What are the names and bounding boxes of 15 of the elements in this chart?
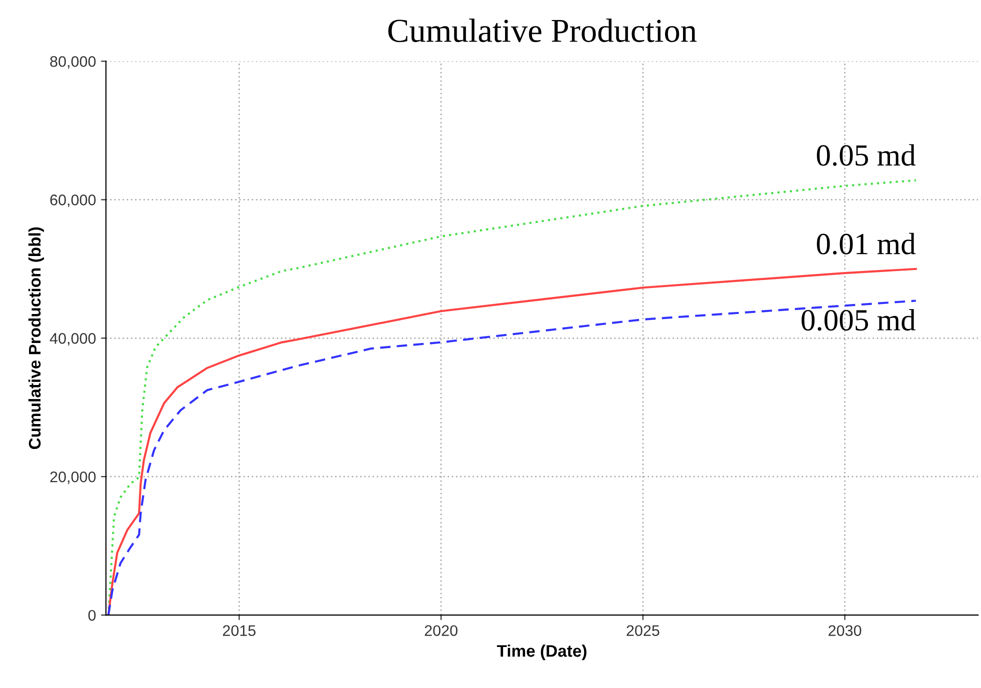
x-tick-label: 2015	[222, 625, 256, 636]
x-axis-title: Time (Date)	[496, 644, 586, 660]
x-tick-label: 2030	[828, 625, 862, 636]
y-tick-label: 0	[88, 610, 96, 621]
series-label: 0.05 md	[816, 144, 916, 166]
series-label: 0.005 md	[802, 309, 916, 331]
y-tick-label: 80,000	[50, 56, 96, 69]
series-label: 0.01 md	[816, 232, 916, 255]
chart-title: Cumulative Production	[388, 18, 697, 42]
y-tick-label: 40,000	[50, 333, 96, 346]
x-tick-label: 2025	[626, 625, 660, 636]
y-tick-label: 20,000	[50, 471, 96, 484]
y-tick-label: 60,000	[50, 194, 96, 208]
x-tick-label: 2020	[424, 625, 458, 636]
y-axis-title: Cumulative Production (bbl)	[28, 227, 44, 450]
